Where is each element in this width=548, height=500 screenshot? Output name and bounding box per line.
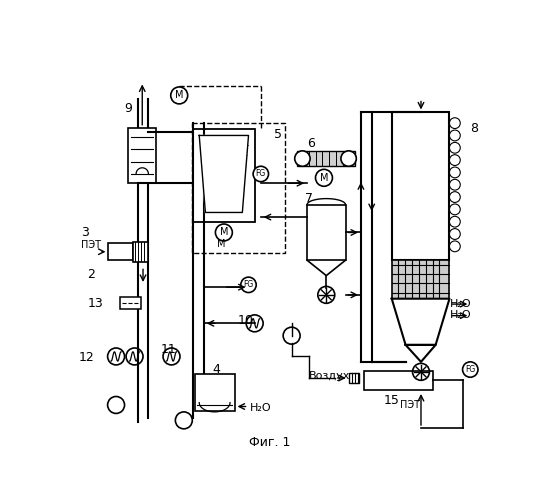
Circle shape <box>316 170 333 186</box>
Text: 11: 11 <box>161 344 176 356</box>
Text: 5: 5 <box>274 128 282 141</box>
Bar <box>195 374 235 411</box>
Text: 6: 6 <box>307 137 315 150</box>
Text: M: M <box>175 90 184 101</box>
Polygon shape <box>199 136 248 212</box>
Circle shape <box>449 118 460 128</box>
Bar <box>297 151 355 166</box>
Circle shape <box>449 180 460 190</box>
Circle shape <box>449 216 460 227</box>
Text: 4: 4 <box>212 362 220 376</box>
Circle shape <box>449 241 460 252</box>
Bar <box>128 128 156 183</box>
Bar <box>120 297 141 310</box>
Text: ПЭТ: ПЭТ <box>82 240 101 250</box>
Text: M: M <box>216 240 225 250</box>
Circle shape <box>463 362 478 377</box>
Text: 7: 7 <box>305 192 313 205</box>
Circle shape <box>449 167 460 178</box>
Text: H₂O: H₂O <box>450 298 472 308</box>
Circle shape <box>295 151 310 166</box>
Text: FG: FG <box>243 280 254 289</box>
Polygon shape <box>406 345 436 362</box>
Circle shape <box>449 204 460 215</box>
Circle shape <box>449 228 460 239</box>
Text: 3: 3 <box>81 226 89 238</box>
Text: ПЭТ: ПЭТ <box>400 400 420 410</box>
Bar <box>193 130 255 222</box>
Text: M: M <box>319 173 328 183</box>
Text: 15: 15 <box>384 394 400 407</box>
Polygon shape <box>392 298 449 345</box>
Circle shape <box>241 277 256 292</box>
Text: Фиг. 1: Фиг. 1 <box>249 436 291 449</box>
Bar <box>307 205 346 260</box>
Text: FG: FG <box>465 365 476 374</box>
Text: 2: 2 <box>88 268 95 281</box>
Text: FG: FG <box>256 170 266 178</box>
Text: 13: 13 <box>88 297 104 310</box>
Text: 8: 8 <box>470 122 478 134</box>
Bar <box>392 112 449 260</box>
Text: 9: 9 <box>124 102 132 114</box>
Text: 10: 10 <box>238 314 254 327</box>
Bar <box>133 242 149 262</box>
Circle shape <box>449 192 460 202</box>
Bar <box>392 260 449 298</box>
Circle shape <box>171 87 187 104</box>
Circle shape <box>449 130 460 141</box>
Text: 12: 12 <box>79 351 95 364</box>
Bar <box>109 244 133 260</box>
Circle shape <box>253 166 269 182</box>
Bar <box>364 371 433 390</box>
Text: H₂O: H₂O <box>450 310 472 320</box>
Text: H₂O: H₂O <box>250 402 272 412</box>
Bar <box>349 372 359 384</box>
Text: M: M <box>220 228 228 237</box>
Circle shape <box>215 224 232 241</box>
Circle shape <box>341 151 356 166</box>
Text: Воздух: Воздух <box>309 371 350 381</box>
Circle shape <box>449 142 460 153</box>
Circle shape <box>449 154 460 166</box>
